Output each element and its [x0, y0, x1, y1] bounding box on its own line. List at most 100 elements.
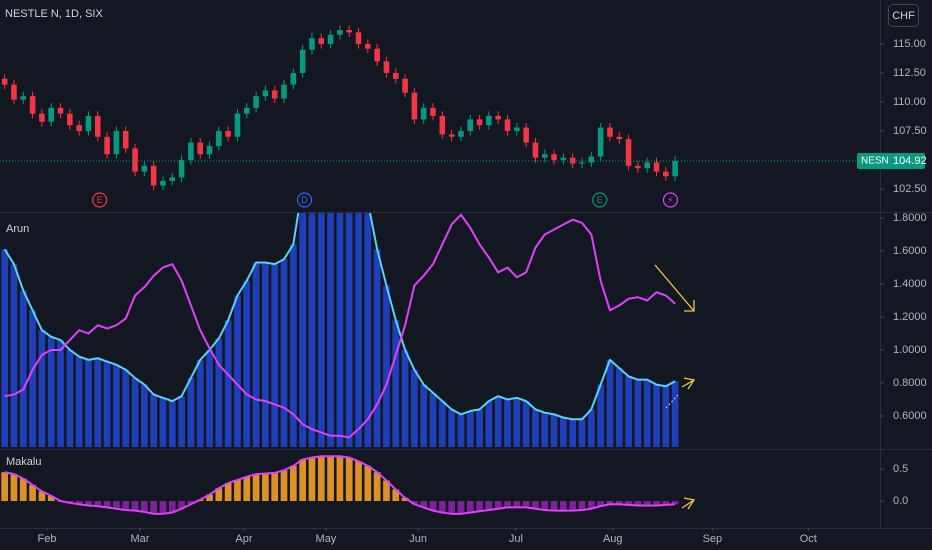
candle-body	[458, 131, 464, 137]
histogram-bar	[662, 501, 670, 505]
y-tick-label: 0.0	[893, 495, 908, 507]
candle-body	[216, 131, 222, 147]
histogram-bar	[541, 501, 549, 510]
histogram-bar	[541, 412, 549, 447]
histogram-bar	[113, 364, 120, 447]
histogram-bar	[252, 474, 260, 502]
histogram-bar	[103, 361, 111, 447]
event-label: ⚡	[667, 195, 673, 205]
candle-body	[579, 162, 585, 164]
histogram-bar	[122, 501, 130, 510]
histogram-bar	[466, 501, 474, 513]
histogram-bar	[392, 320, 400, 447]
histogram-bar	[299, 213, 306, 447]
histogram-bar	[532, 409, 539, 447]
currency-button[interactable]	[888, 4, 919, 27]
histogram-bar	[327, 456, 334, 502]
histogram-bar	[224, 320, 232, 447]
histogram-bar	[438, 501, 446, 513]
x-tick-label: Feb	[38, 533, 57, 545]
x-tick-label: Apr	[235, 533, 252, 545]
histogram-bar	[271, 472, 279, 502]
candle-body	[39, 113, 45, 122]
x-tick-label: Mar	[130, 533, 149, 545]
candle-body	[476, 119, 483, 126]
histogram-bar	[560, 501, 567, 511]
y-tick-label: 1.6000	[893, 245, 927, 257]
plot-layer: 102.50 107.50 110.00 112.50 115.00 NESN 104.92…	[0, 25, 927, 545]
histogram-bar	[215, 488, 223, 502]
x-tick-label: May	[316, 533, 337, 545]
histogram-bar	[392, 489, 400, 502]
histogram-bar	[634, 501, 642, 506]
histogram-bar	[150, 501, 158, 514]
histogram-bar	[364, 213, 372, 447]
candle-body	[178, 160, 185, 178]
candle-body	[253, 96, 259, 108]
histogram-bar	[438, 401, 446, 447]
y-tick-label: 1.4000	[893, 278, 927, 290]
histogram-bar	[597, 501, 604, 507]
histogram-bar	[66, 349, 74, 447]
histogram-bar	[383, 480, 390, 502]
histogram-bar	[103, 501, 111, 508]
histogram-bar	[19, 478, 27, 502]
candle-body	[197, 142, 204, 155]
histogram-bar	[606, 501, 614, 505]
histogram-bar	[653, 501, 660, 506]
event-marker	[296, 192, 313, 208]
candle-body	[94, 115, 101, 137]
histogram-bar	[280, 259, 288, 447]
indicator-title: Arun	[6, 223, 29, 235]
candle-body	[514, 127, 520, 132]
histogram-bar	[494, 396, 502, 447]
histogram-bar	[206, 349, 213, 447]
histogram-bar	[38, 491, 46, 502]
event-marker	[662, 192, 679, 208]
histogram-bar	[429, 501, 437, 511]
panel	[1, 213, 679, 447]
histogram-bar	[355, 213, 362, 447]
candle-body	[653, 162, 660, 172]
candle-body	[504, 119, 511, 132]
currency-label[interactable]: CHF	[892, 10, 915, 22]
histogram-bar	[75, 501, 83, 505]
histogram-bar	[662, 386, 670, 447]
y-tick-label: 1.0000	[893, 344, 927, 356]
candle-body	[281, 84, 287, 99]
candle-body	[76, 125, 82, 132]
candle-body	[299, 49, 306, 73]
candle-body	[430, 107, 436, 116]
histogram-bar	[10, 474, 18, 502]
histogram-bar	[653, 384, 660, 447]
histogram-bar	[262, 473, 269, 502]
candle-body	[625, 139, 632, 166]
histogram-bar	[411, 501, 418, 505]
histogram-bar	[457, 414, 465, 447]
candle-body	[271, 90, 278, 99]
candle-body	[392, 72, 399, 79]
candle-body	[672, 160, 678, 177]
candle-body	[541, 154, 548, 158]
histogram-bar	[178, 396, 185, 447]
histogram-bar	[420, 501, 428, 508]
histogram-bar	[578, 419, 586, 447]
histogram-bar	[476, 501, 483, 512]
candle-body	[48, 107, 55, 122]
histogram-bar	[140, 501, 148, 512]
histogram-bar	[159, 501, 167, 514]
histogram-bar	[252, 262, 260, 447]
y-tick-label: 112.50	[893, 67, 926, 79]
x-tick-label: Jul	[509, 533, 523, 545]
candle-body	[57, 107, 64, 114]
candle-body	[551, 154, 557, 161]
candle-body	[104, 136, 110, 155]
histogram-bar	[234, 295, 241, 447]
histogram-bar	[1, 472, 9, 502]
histogram-bar	[373, 249, 381, 447]
histogram-bar	[187, 501, 195, 505]
candle-body	[616, 136, 623, 140]
histogram-bar	[178, 501, 185, 509]
y-tick-label: 0.5	[893, 463, 908, 475]
